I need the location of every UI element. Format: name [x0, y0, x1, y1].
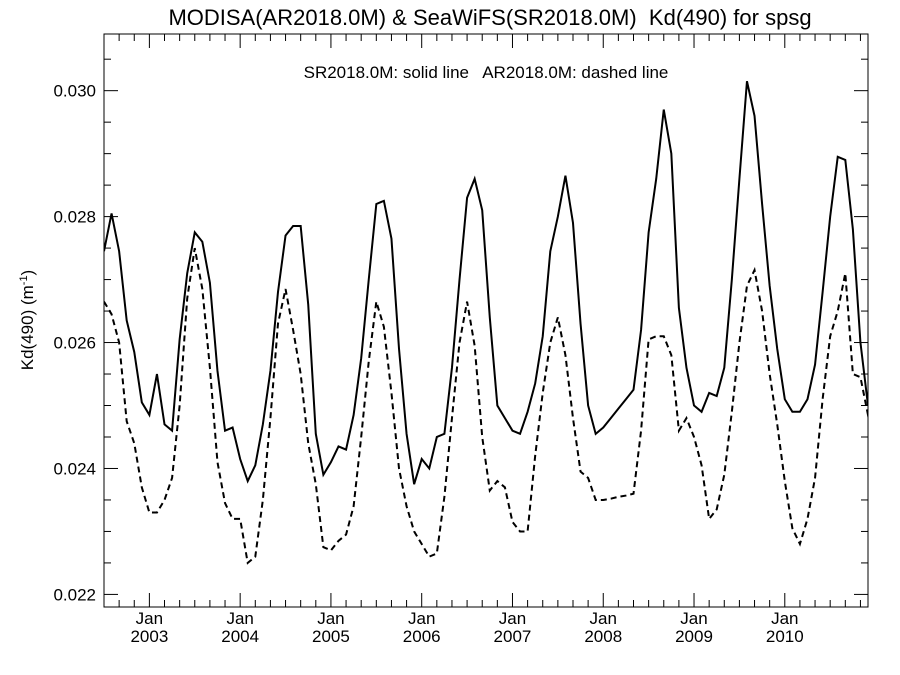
x-tick-year-label: 2010	[766, 627, 804, 646]
y-tick-label: 0.026	[53, 334, 96, 353]
x-tick-month-label: Jan	[317, 609, 344, 628]
sr2018-solid-series-line	[104, 81, 868, 485]
x-tick-year-label: 2004	[221, 627, 259, 646]
x-tick-year-label: 2007	[494, 627, 532, 646]
y-axis-ticks: 0.022 0.024 0.026 0.028 0.030	[53, 58, 868, 604]
x-tick-year-label: 2003	[130, 627, 168, 646]
x-tick-year-label: 2006	[403, 627, 441, 646]
y-tick-label: 0.022	[53, 585, 96, 604]
series-style-annotation: SR2018.0M: solid line AR2018.0M: dashed …	[304, 63, 669, 82]
x-tick-month-label: Jan	[771, 609, 798, 628]
x-tick-year-label: 2008	[584, 627, 622, 646]
x-axis-ticks: Jan2003Jan2004Jan2005Jan2006Jan2007Jan20…	[103, 34, 861, 646]
x-tick-month-label: Jan	[590, 609, 617, 628]
x-tick-year-label: 2009	[675, 627, 713, 646]
plot-frame	[103, 33, 869, 608]
x-tick-month-label: Jan	[680, 609, 707, 628]
x-tick-month-label: Jan	[408, 609, 435, 628]
y-tick-label: 0.030	[53, 82, 96, 101]
x-tick-month-label: Jan	[136, 609, 163, 628]
data-series	[104, 81, 868, 565]
ar2018-dashed-series-line	[104, 247, 868, 565]
x-tick-year-label: 2005	[312, 627, 350, 646]
x-tick-month-label: Jan	[226, 609, 253, 628]
y-axis-label-main: Kd(490) (m	[18, 285, 37, 370]
y-axis-label-close: )	[18, 270, 37, 276]
chart-title: MODISA(AR2018.0M) & SeaWiFS(SR2018.0M) K…	[168, 5, 811, 30]
y-axis-label-superscript: -1	[18, 275, 30, 285]
y-axis-label: Kd(490) (m-1)	[18, 270, 37, 370]
x-tick-month-label: Jan	[499, 609, 526, 628]
y-tick-label: 0.028	[53, 208, 96, 227]
y-tick-label: 0.024	[53, 459, 96, 478]
